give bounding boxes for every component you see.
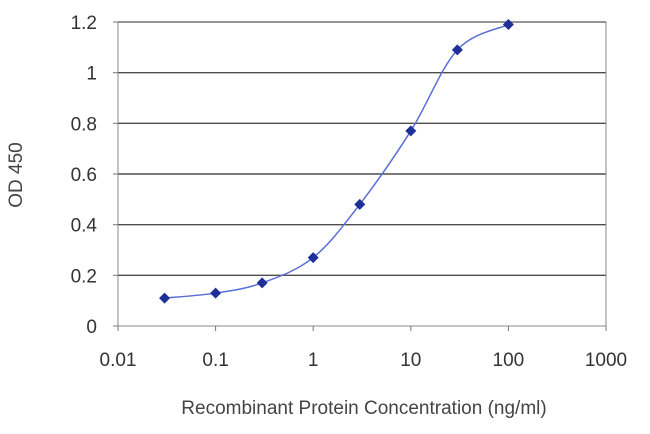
- data-point-marker: [159, 292, 171, 304]
- data-point-marker: [354, 198, 366, 210]
- x-tick-label: 1000: [585, 350, 627, 371]
- data-point-marker: [256, 277, 268, 289]
- data-point-marker: [210, 287, 222, 299]
- x-tick-label: 100: [493, 350, 525, 371]
- data-point-marker: [451, 44, 463, 56]
- gridlines: [118, 21, 606, 277]
- y-tick-label: 1: [86, 64, 97, 85]
- y-tick-label: 1.2: [71, 13, 97, 34]
- y-tick-label: 0.2: [71, 266, 97, 287]
- axis-ticks: [113, 21, 607, 331]
- x-tick-label: 1: [308, 350, 319, 371]
- y-axis-tick-labels: 0 0.2 0.4 0.6 0.8 1 1.2: [71, 13, 98, 338]
- y-axis-title: OD 450: [6, 142, 27, 207]
- x-tick-label: 0.1: [202, 350, 228, 371]
- y-tick-label: 0: [86, 317, 97, 338]
- data-point-marker: [405, 125, 417, 137]
- x-axis-tick-labels: 0.01 0.1 1 10 100 1000: [100, 350, 628, 371]
- x-axis-title: Recombinant Protein Concentration (ng/ml…: [181, 398, 546, 419]
- data-point-marker: [502, 19, 514, 31]
- fitted-curve-line: [164, 23, 509, 299]
- y-tick-label: 0.8: [71, 114, 97, 135]
- data-markers: [159, 19, 514, 304]
- y-tick-label: 0.4: [71, 216, 98, 237]
- x-tick-label: 10: [400, 350, 421, 371]
- y-tick-label: 0.6: [71, 165, 97, 186]
- data-point-marker: [307, 252, 319, 264]
- x-tick-label: 0.01: [100, 350, 137, 371]
